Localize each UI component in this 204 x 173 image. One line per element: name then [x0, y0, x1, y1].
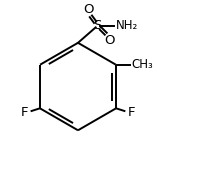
- Text: S: S: [93, 19, 102, 32]
- Text: O: O: [83, 3, 93, 16]
- Text: O: O: [104, 34, 115, 47]
- Text: F: F: [21, 106, 28, 119]
- Text: NH₂: NH₂: [115, 19, 138, 32]
- Text: F: F: [128, 106, 135, 119]
- Text: CH₃: CH₃: [132, 58, 153, 71]
